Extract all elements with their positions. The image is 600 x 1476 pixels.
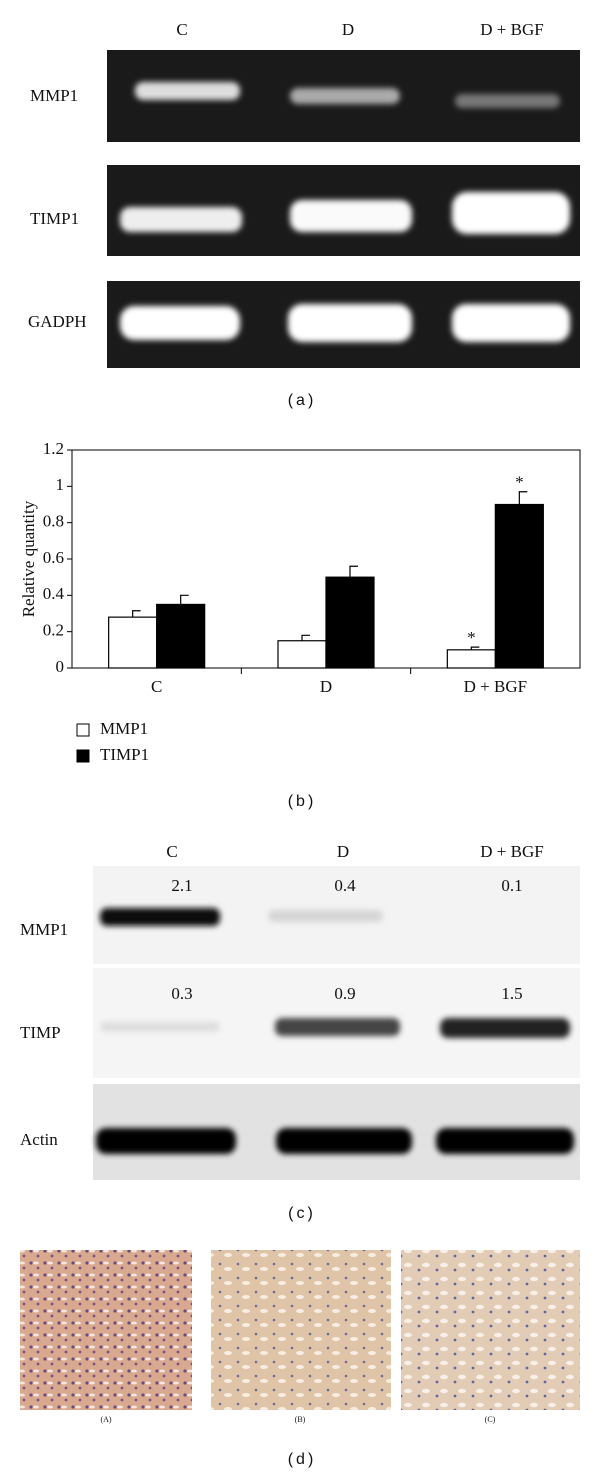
y-tick-label: 1.2 [43, 439, 64, 458]
significance-mark: * [467, 628, 476, 647]
bar [156, 603, 206, 669]
lane-label: D + BGF [480, 20, 543, 39]
y-tick-label: 0.4 [43, 584, 65, 603]
micrograph [211, 1250, 391, 1410]
image-label: (A) [100, 1415, 111, 1424]
y-tick-label: 0.2 [43, 621, 64, 640]
panel-label: (d) [288, 1451, 317, 1468]
x-tick-label: D + BGF [464, 677, 527, 696]
row-label: TIMP1 [30, 209, 79, 228]
row-label: GADPH [28, 312, 87, 331]
legend-swatch [76, 749, 90, 763]
lane-label: D [342, 20, 354, 39]
legend-label: TIMP1 [100, 745, 149, 764]
bar [446, 649, 496, 669]
row-label: MMP1 [20, 920, 68, 939]
image-label: (B) [295, 1415, 306, 1424]
panel-a: C D D + BGF MMP1 TIMP1 GADPH (a) [28, 20, 580, 409]
row-label: Actin [20, 1130, 58, 1149]
panel-label: (a) [288, 392, 317, 409]
bar [325, 576, 375, 669]
panel-c: C D D + BGF 2.1 0.4 0.1 0.3 0.9 1.5 MMP1… [20, 842, 580, 1222]
lane-label: C [176, 20, 187, 39]
legend-swatch [76, 723, 90, 737]
lane-label: D [337, 842, 349, 861]
bar [277, 640, 327, 669]
y-tick-label: 0 [56, 657, 65, 676]
error-bar [518, 491, 528, 505]
error-bar [470, 646, 480, 650]
panel-d: (A) (B) (C) (d) [20, 1250, 580, 1468]
bar [108, 616, 158, 669]
density: 0.9 [334, 984, 355, 1003]
density: 0.3 [171, 984, 192, 1003]
bands [120, 82, 570, 342]
image-label: (C) [485, 1415, 496, 1424]
bar [494, 503, 544, 669]
bands [96, 908, 574, 1154]
error-bar [349, 565, 358, 578]
panel-label: (c) [288, 1205, 316, 1222]
y-tick-label: 0.6 [43, 548, 64, 567]
x-tick-label: D [320, 677, 332, 696]
micrograph [401, 1250, 580, 1410]
density: 2.1 [171, 876, 192, 895]
lane-label: C [166, 842, 177, 861]
density: 1.5 [501, 984, 522, 1003]
micrograph [20, 1250, 192, 1410]
density: 0.1 [501, 876, 522, 895]
density: 0.4 [334, 876, 356, 895]
panel-label: (b) [288, 793, 317, 810]
y-tick-label: 1 [56, 475, 65, 494]
x-tick-label: C [151, 677, 162, 696]
significance-mark: * [515, 473, 524, 492]
lane-label: D + BGF [480, 842, 543, 861]
error-bar [132, 610, 141, 618]
row-label: MMP1 [30, 86, 78, 105]
error-bar [301, 634, 310, 641]
row-label: TIMP [20, 1023, 61, 1042]
error-bar [180, 594, 189, 605]
y-tick-label: 0.8 [43, 512, 64, 531]
panel-b: Relative quantity (b) 0 0.2 0.4 0.6 0.8 1 1.2 C… [19, 439, 581, 810]
legend-label: MMP1 [100, 719, 148, 738]
y-axis-label: Relative quantity [19, 500, 38, 617]
